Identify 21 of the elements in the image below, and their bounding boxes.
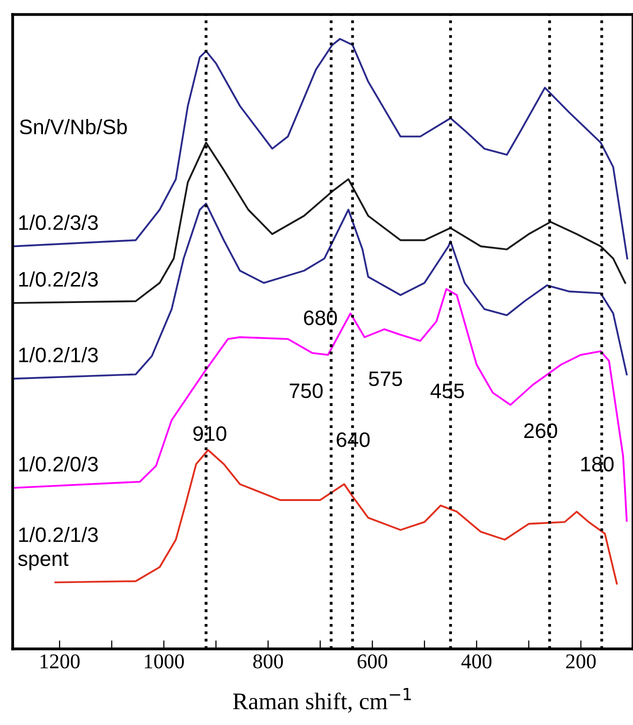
x-tick-label: 1200	[40, 654, 80, 668]
annotation: 750	[290, 383, 323, 398]
annotation: 180	[581, 456, 614, 472]
series-label: 1/0.2/1/3 spent	[18, 526, 98, 570]
annotation: Sn/V/Nb/Sb	[20, 118, 127, 134]
annotation: 575	[368, 372, 402, 386]
series-label: 1/0.2/0/3	[19, 456, 98, 472]
x-tick-label: 600	[358, 654, 388, 668]
series-label: 1/0.2/3/3	[19, 214, 98, 230]
annotation: 455	[430, 384, 464, 398]
annotation: 260	[524, 423, 558, 438]
x-tick-label: 200	[566, 654, 596, 668]
x-tick-label: 1000	[144, 654, 184, 668]
annotation: 910	[193, 426, 226, 441]
annotation: 640	[336, 432, 370, 448]
x-axis-title: Raman shift, cm$^{−1}$	[233, 688, 411, 713]
series-label: 1/0.2/1/3	[19, 347, 98, 362]
series-label: 1/0.2/2/3	[19, 271, 98, 287]
annotation: 680	[304, 310, 337, 326]
x-tick-label: 400	[461, 654, 492, 668]
x-tick-label: 800	[253, 654, 283, 668]
